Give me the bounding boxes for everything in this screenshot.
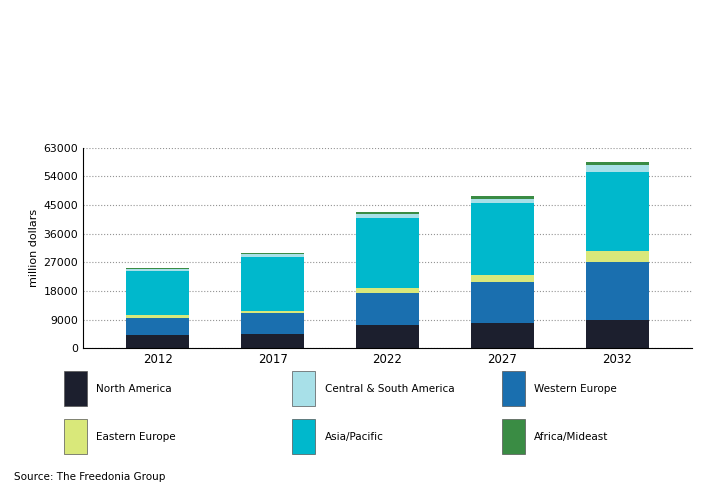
Text: Freedonia®: Freedonia®	[593, 127, 661, 137]
Bar	[586, 165, 649, 171]
Bar	[126, 268, 189, 269]
Text: Source: The Freedonia Group: Source: The Freedonia Group	[14, 471, 166, 482]
Text: Western Europe: Western Europe	[534, 384, 617, 394]
Bar	[586, 171, 649, 251]
Bar	[241, 257, 304, 311]
Bar	[241, 253, 304, 254]
Bar	[356, 218, 419, 288]
Bar	[293, 419, 315, 454]
Bar	[356, 325, 419, 348]
Bar	[241, 314, 304, 334]
Bar	[356, 214, 419, 218]
Bar	[126, 335, 189, 348]
Bar	[241, 254, 304, 257]
Bar	[502, 419, 525, 454]
Bar	[293, 371, 315, 406]
Bar	[586, 251, 649, 262]
Bar	[586, 262, 649, 320]
Bar	[126, 318, 189, 335]
Bar	[471, 198, 534, 203]
Bar	[356, 293, 419, 325]
Text: Eastern Europe: Eastern Europe	[97, 432, 176, 441]
Bar	[356, 212, 419, 214]
Text: Asia/Pacific: Asia/Pacific	[324, 432, 384, 441]
Text: North America: North America	[97, 384, 172, 394]
Bar	[64, 371, 87, 406]
Bar	[241, 311, 304, 314]
Bar	[126, 269, 189, 271]
Bar	[471, 282, 534, 323]
Y-axis label: million dollars: million dollars	[29, 209, 39, 287]
Bar	[126, 271, 189, 315]
Bar	[471, 197, 534, 198]
Bar	[471, 323, 534, 348]
Bar	[586, 162, 649, 165]
Bar	[126, 315, 189, 318]
Bar	[241, 334, 304, 348]
Bar	[356, 288, 419, 293]
Bar	[502, 371, 525, 406]
Text: Central & South America: Central & South America	[324, 384, 454, 394]
Bar	[64, 419, 87, 454]
Text: Figure 3-6.
Global Power Tool Production by Region,
2012, 2017, 2022, 2027, & 20: Figure 3-6. Global Power Tool Production…	[9, 4, 270, 58]
Bar	[471, 275, 534, 282]
Bar	[586, 320, 649, 348]
Bar	[471, 203, 534, 275]
Text: Africa/Mideast: Africa/Mideast	[534, 432, 609, 441]
